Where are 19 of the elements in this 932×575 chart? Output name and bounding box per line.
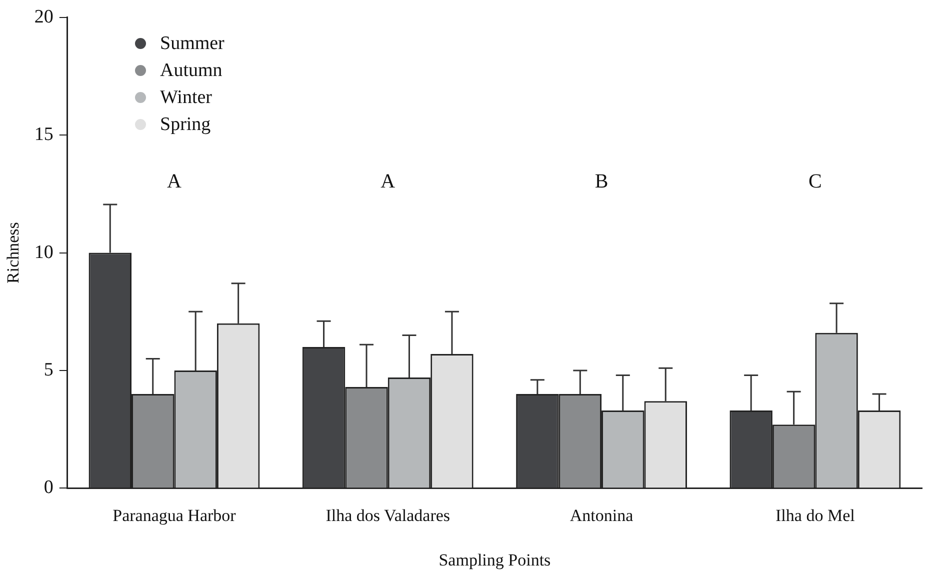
x-tick-label: Ilha dos Valadares: [326, 506, 450, 525]
x-tick-label: Antonina: [570, 506, 634, 525]
x-tick-label: Paranagua Harbor: [112, 506, 236, 525]
annotation: A: [167, 170, 182, 192]
annotation: C: [808, 170, 822, 192]
y-tick-label: 10: [34, 242, 54, 263]
y-tick-label: 0: [44, 477, 54, 498]
y-axis-title: Richness: [4, 222, 23, 284]
x-axis-title: Sampling Points: [438, 550, 551, 570]
legend-label: Spring: [160, 113, 211, 137]
legend-label: Autumn: [160, 59, 222, 83]
annotation: B: [594, 170, 608, 192]
legend-label: Winter: [160, 86, 212, 110]
annotation: A: [380, 170, 396, 192]
y-tick-label: 20: [34, 6, 54, 28]
x-tick-label: Ilha do Mel: [776, 506, 856, 525]
y-tick-label: 15: [34, 124, 54, 146]
y-tick-label: 5: [44, 359, 54, 380]
legend-label: Summer: [160, 32, 224, 56]
